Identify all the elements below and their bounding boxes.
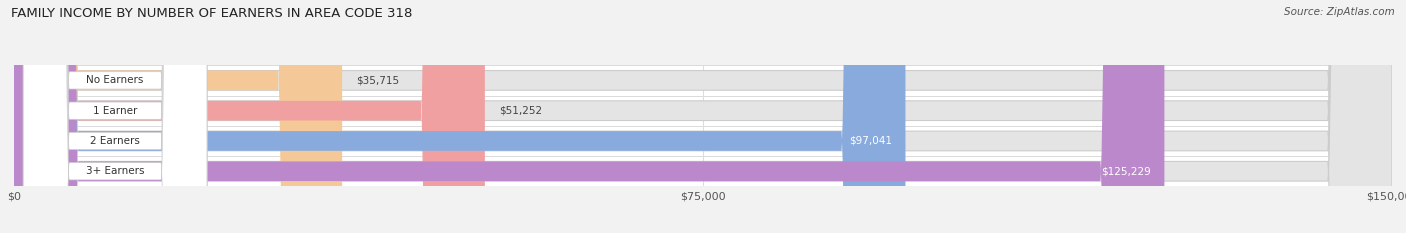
FancyBboxPatch shape (24, 0, 207, 233)
Bar (14, 65, 1392, 96)
Text: $35,715: $35,715 (356, 75, 399, 85)
Text: Source: ZipAtlas.com: Source: ZipAtlas.com (1284, 7, 1395, 17)
Text: $125,229: $125,229 (1101, 166, 1150, 176)
FancyBboxPatch shape (14, 0, 1392, 233)
Text: No Earners: No Earners (86, 75, 143, 85)
FancyBboxPatch shape (14, 0, 1392, 233)
Text: $97,041: $97,041 (849, 136, 891, 146)
FancyBboxPatch shape (14, 0, 1164, 233)
FancyBboxPatch shape (14, 0, 905, 233)
FancyBboxPatch shape (14, 0, 1392, 233)
Text: FAMILY INCOME BY NUMBER OF EARNERS IN AREA CODE 318: FAMILY INCOME BY NUMBER OF EARNERS IN AR… (11, 7, 412, 20)
FancyBboxPatch shape (14, 0, 485, 233)
Bar (14, 126, 1392, 156)
Text: $51,252: $51,252 (499, 106, 541, 116)
FancyBboxPatch shape (14, 0, 342, 233)
Bar (14, 96, 1392, 126)
Text: 3+ Earners: 3+ Earners (86, 166, 145, 176)
FancyBboxPatch shape (14, 0, 1392, 233)
Bar (14, 156, 1392, 186)
FancyBboxPatch shape (24, 0, 207, 233)
FancyBboxPatch shape (24, 0, 207, 233)
Text: 2 Earners: 2 Earners (90, 136, 141, 146)
FancyBboxPatch shape (24, 0, 207, 233)
Text: 1 Earner: 1 Earner (93, 106, 138, 116)
